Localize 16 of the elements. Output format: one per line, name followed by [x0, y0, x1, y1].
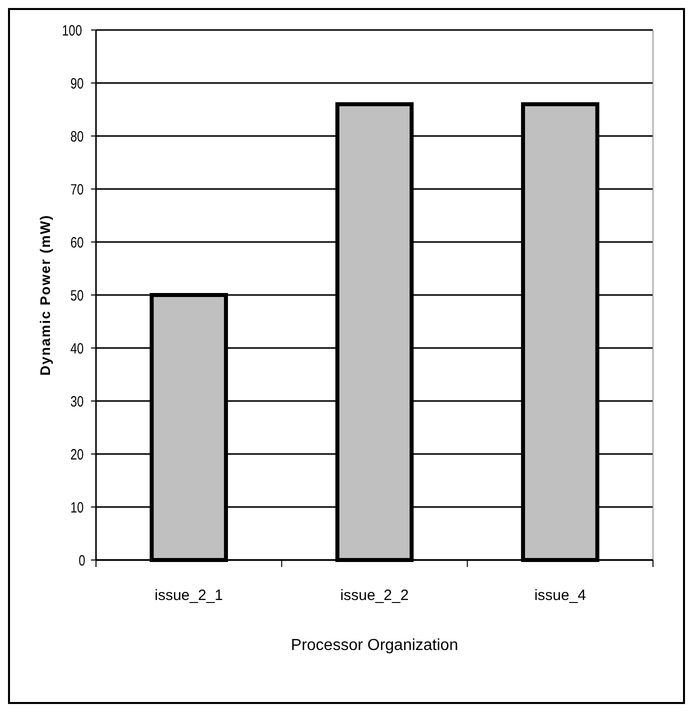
y-tick-label: 60 — [70, 234, 84, 251]
x-tick-label: issue_2_2 — [340, 587, 409, 604]
y-tick-label: 0 — [78, 552, 86, 569]
x-tick-label: issue_2_1 — [154, 587, 224, 604]
y-tick-label: 70 — [70, 181, 84, 198]
y-tick-label: 20 — [70, 446, 84, 463]
y-tick-label: 50 — [70, 287, 84, 304]
x-tick-label: issue_4 — [534, 587, 586, 604]
y-axis-title: Dynamic Power (mW) — [37, 214, 53, 376]
y-tick-label: 30 — [70, 393, 84, 410]
x-axis-title: Processor Organization — [290, 637, 458, 654]
y-tick-label: 90 — [70, 75, 84, 92]
y-tick-label: 40 — [70, 340, 84, 357]
y-tick-label: 100 — [62, 22, 82, 39]
y-tick-label: 10 — [70, 499, 84, 516]
y-tick-label: 80 — [70, 128, 84, 145]
